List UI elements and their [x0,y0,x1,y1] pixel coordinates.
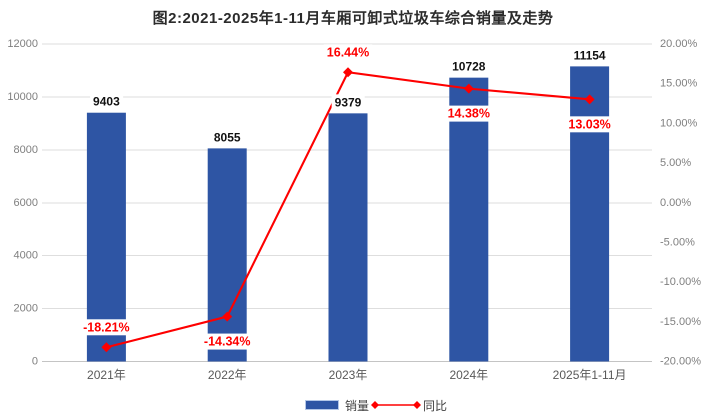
bar-value-label: 9403 [93,95,120,109]
y2-axis-tick: -15.00% [660,316,701,328]
yoy-value-label-bg [80,319,133,336]
bar-value-label-bg [90,93,124,110]
y2-axis-tick: -10.00% [660,276,701,288]
x-axis-category: 2024年 [449,368,488,382]
y2-axis-tick: -5.00% [660,236,695,248]
x-axis-category: 2021年 [87,368,126,382]
y-axis-tick: 8000 [14,144,38,156]
legend-item-sales: 销量 [304,397,369,414]
bar-value-label: 9379 [335,95,362,109]
y-axis-tick: 4000 [14,250,38,262]
yoy-line-swatch [371,401,421,409]
legend-item-yoy: 同比 [369,397,447,414]
bar-value-label-bg [331,94,365,111]
yoy-value-label-bg [565,116,614,133]
y2-axis-tick: 5.00% [660,157,691,169]
yoy-value-label: 14.38% [448,107,490,121]
yoy-value-label: -18.21% [83,320,130,334]
y2-axis-tick: 20.00% [660,38,698,50]
legend-label-sales: 销量 [344,398,369,413]
yoy-value-label-bg [323,44,373,61]
bar-value-label-bg [570,47,609,64]
y2-axis-tick: 0.00% [660,197,691,209]
y2-axis-tick: 15.00% [660,78,698,90]
yoy-value-label-bg [200,333,254,350]
yoy-marker [222,311,233,322]
bar-value-label-bg [449,58,489,75]
chart-title: 图2:2021-2025年1-11月车厢可卸式垃圾车综合销量及走势 [152,10,554,27]
y2-axis-tick: 10.00% [660,117,698,129]
yoy-value-label: -14.34% [204,335,251,349]
y-axis-tick: 2000 [14,303,38,315]
yoy-value-label-bg [444,105,494,122]
yoy-value-label: 16.44% [327,45,369,59]
x-axis-category: 2023年 [329,368,368,382]
y-axis-tick: 0 [32,356,38,368]
sales-bar [449,77,489,362]
bar-value-label: 11154 [574,48,606,62]
legend-label-yoy: 同比 [423,398,448,413]
y2-axis-tick: -20.00% [660,356,701,368]
sales-bar-swatch [304,400,339,410]
x-axis-category: 2022年 [208,368,247,382]
bar-value-label: 10728 [452,60,486,74]
yoy-marker [101,342,112,353]
yoy-value-label: 13.03% [568,117,610,131]
yoy-marker [343,67,353,78]
x-axis-category: 2025年1-11月 [553,368,627,382]
y-axis-tick: 10000 [7,91,38,103]
y-axis-tick: 6000 [14,197,38,209]
yoy-marker [463,83,474,94]
y-axis-tick: 12000 [7,38,38,50]
bar-value-label: 8055 [214,130,241,144]
yoy-marker [584,94,595,105]
chart-legend: 销量 同比 [23,395,706,415]
sales-bar [570,66,610,362]
bar-value-label-bg [210,129,244,146]
combo-chart-canvas: 0 2000 4000 6000 8000 10000 12000 -20.00% -15.00… [7,38,701,382]
sales-bar [328,113,368,362]
sales-bar [207,148,247,362]
